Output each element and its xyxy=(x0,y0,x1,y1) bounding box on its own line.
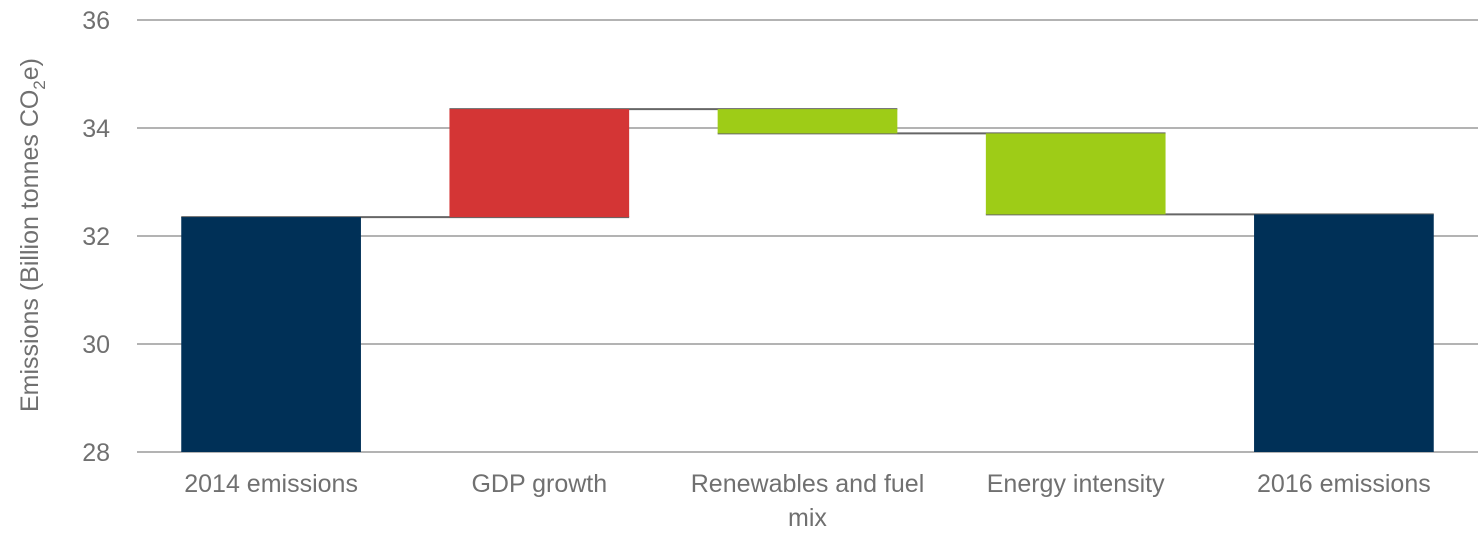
y-axis-title-subscript: 2 xyxy=(30,80,49,89)
y-tick-label-36: 36 xyxy=(82,7,110,35)
y-axis-title-tail: e) xyxy=(16,58,44,80)
bar-energy-intensity xyxy=(985,133,1166,215)
y-axis-title-main: Emissions (Billion tonnes CO xyxy=(16,90,44,412)
bars xyxy=(181,109,1434,452)
y-tick-labels: 28 30 32 34 36 xyxy=(82,7,110,467)
x-label-2016-emissions: 2016 emissions xyxy=(1257,470,1431,498)
y-tick-label-34: 34 xyxy=(82,115,110,143)
x-label-2014-emissions: 2014 emissions xyxy=(184,470,358,498)
y-tick-label-28: 28 xyxy=(82,439,110,467)
y-tick-label-30: 30 xyxy=(82,331,110,359)
bar-2016-emissions xyxy=(1254,214,1434,452)
bar-renewables-and-fuel-mix xyxy=(717,109,898,134)
bar-2014-emissions xyxy=(181,217,361,452)
x-label-gdp-growth: GDP growth xyxy=(471,470,607,498)
y-tick-label-32: 32 xyxy=(82,223,110,251)
x-category-labels: 2014 emissions GDP growth Renewables and f… xyxy=(184,470,1431,532)
bar-gdp-growth xyxy=(449,109,630,218)
x-label-energy-intensity: Energy intensity xyxy=(987,470,1165,498)
y-axis-title: Emissions (Billion tonnes CO2e) xyxy=(16,58,49,412)
x-label-renewables-and-fuel-mix: Renewables and fuel mix xyxy=(691,470,925,532)
